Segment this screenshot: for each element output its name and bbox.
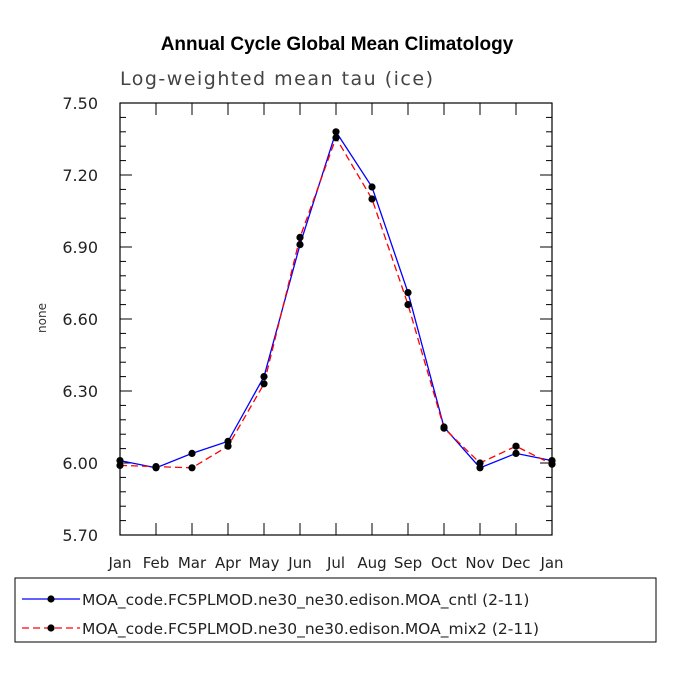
x-tick-label: Mar — [178, 554, 207, 572]
y-tick-label: 6.00 — [62, 454, 98, 473]
x-axis: Jan Feb Mar Apr May Jun Jul Aug Sep Oct Nov Dec Jan — [107, 103, 564, 572]
series-2-point — [260, 380, 268, 388]
series-2-point — [296, 233, 304, 241]
series-1-point — [296, 241, 304, 249]
legend-marker-1 — [47, 595, 55, 603]
series-2-point — [188, 464, 196, 472]
plot-series — [116, 128, 556, 472]
y-tick-label: 5.70 — [62, 526, 98, 545]
x-tick-label: Jun — [287, 554, 311, 572]
y-tick-label: 7.50 — [62, 94, 98, 113]
series-2-point — [224, 442, 232, 450]
series-line-1 — [119, 130, 553, 469]
y-tick-label: 6.60 — [62, 310, 98, 329]
series-2-point — [332, 134, 340, 142]
x-tick-label: Dec — [501, 554, 530, 572]
chart-subtitle: Log-weighted mean tau (ice) — [120, 68, 434, 90]
legend-marker-2 — [47, 624, 55, 632]
x-tick-label: Apr — [215, 554, 242, 572]
x-tick-label: Jan — [107, 554, 131, 572]
y-axis-label: none — [35, 303, 49, 333]
x-tick-label: Nov — [465, 554, 494, 572]
chart-title: Annual Cycle Global Mean Climatology — [161, 34, 514, 55]
series-2-point — [440, 424, 448, 432]
legend-box — [14, 577, 657, 643]
series-2-point — [512, 442, 520, 450]
series-1-point — [260, 373, 268, 381]
x-tick-label: Sep — [394, 554, 422, 572]
y-tick-label: 7.20 — [62, 166, 98, 185]
series-1-point — [368, 183, 376, 191]
legend: MOA_code.FC5PLMOD.ne30_ne30.edison.MOA_c… — [14, 577, 657, 643]
series-line-2 — [119, 136, 553, 469]
series-1-point — [332, 128, 340, 136]
x-tick-label: Jul — [326, 554, 345, 572]
series-1-point — [404, 289, 412, 297]
y-tick-label: 6.90 — [62, 238, 98, 257]
y-tick-label: 6.30 — [62, 382, 98, 401]
series-2-point — [368, 195, 376, 203]
series-1-point — [188, 449, 196, 457]
x-tick-label: Feb — [143, 554, 170, 572]
x-tick-label: Aug — [357, 554, 386, 572]
x-tick-label: Oct — [431, 554, 457, 572]
y-axis: 7.50 7.20 6.90 6.60 6.30 6.00 5.70 — [62, 94, 552, 545]
series-2-point — [476, 459, 484, 467]
legend-label-2: MOA_code.FC5PLMOD.ne30_ne30.edison.MOA_m… — [82, 620, 539, 639]
plot-frame — [119, 102, 553, 536]
legend-label-1: MOA_code.FC5PLMOD.ne30_ne30.edison.MOA_c… — [82, 591, 529, 610]
x-tick-label: Jan — [539, 554, 563, 572]
series-2-point — [152, 463, 160, 471]
series-1-point — [512, 449, 520, 457]
series-2-point — [404, 301, 412, 309]
x-tick-label: May — [248, 554, 279, 572]
